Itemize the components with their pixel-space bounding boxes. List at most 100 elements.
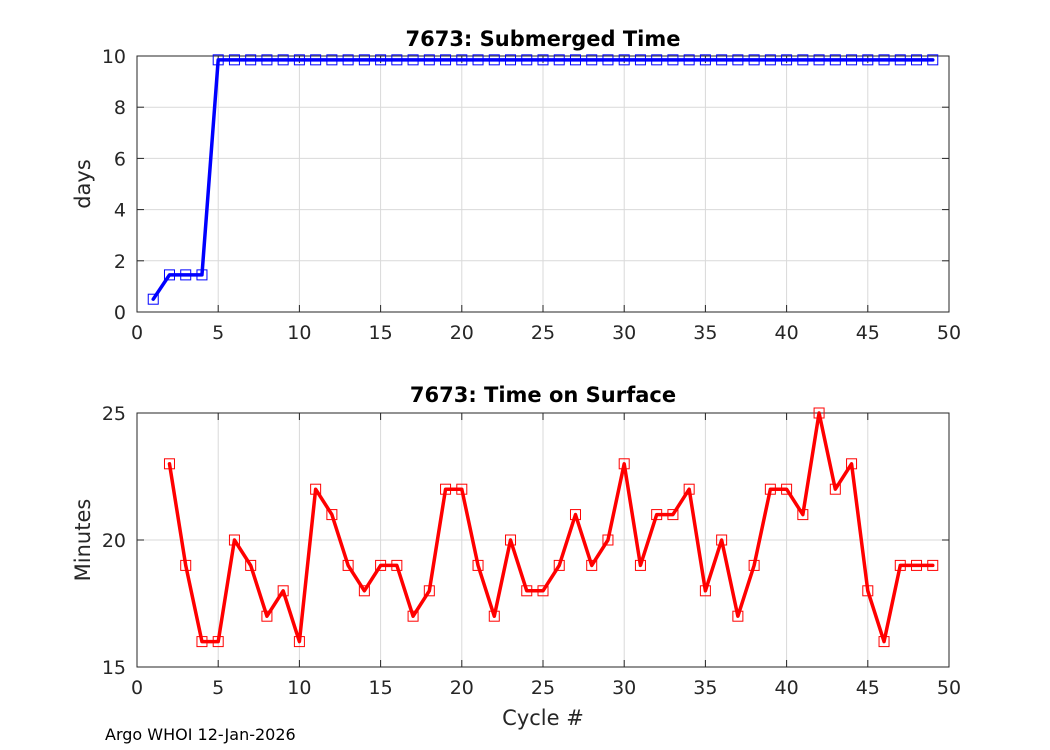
- surface-marker-cycle-5: [212, 636, 224, 648]
- submerged-xtick-label-5: 5: [212, 322, 224, 344]
- surface-xtick-label-20: 20: [450, 677, 474, 699]
- submerged-ytick-label-2: 2: [114, 251, 126, 273]
- surface-marker-cycle-23: [505, 534, 517, 546]
- submerged-marker-cycle-12: [326, 54, 338, 66]
- surface-xtick-label-45: 45: [856, 677, 880, 699]
- surface-marker-cycle-45: [862, 585, 874, 597]
- surface-marker-cycle-13: [342, 559, 354, 571]
- surface-marker-cycle-2: [163, 458, 175, 470]
- surface-marker-cycle-11: [310, 483, 322, 495]
- surface-xtick-label-35: 35: [693, 677, 717, 699]
- surface-ytick-label-15: 15: [102, 657, 126, 679]
- surface-marker-cycle-25: [537, 585, 549, 597]
- submerged-marker-cycle-20: [456, 54, 468, 66]
- submerged-marker-cycle-40: [781, 54, 793, 66]
- submerged-marker-cycle-18: [423, 54, 435, 66]
- surface-time-plot: 0 5 10 15 20 25 30 35 40 45 50 15 20 25 7673: Time on …: [71, 383, 961, 730]
- submerged-xtick-label-50: 50: [937, 322, 961, 344]
- surface-xtick-label-50: 50: [937, 677, 961, 699]
- submerged-marker-cycle-37: [732, 54, 744, 66]
- surface-marker-cycle-24: [521, 585, 533, 597]
- submerged-marker-cycle-9: [277, 54, 289, 66]
- submerged-ytick-label-4: 4: [114, 200, 126, 222]
- surface-chart-title: 7673: Time on Surface: [410, 383, 676, 407]
- submerged-marker-cycle-41: [797, 54, 809, 66]
- submerged-marker-cycle-15: [375, 54, 387, 66]
- surface-marker-cycle-27: [569, 509, 581, 521]
- surface-marker-cycle-18: [423, 585, 435, 597]
- surface-marker-cycle-3: [180, 559, 192, 571]
- submerged-marker-cycle-14: [358, 54, 370, 66]
- submerged-marker-cycle-8: [261, 54, 273, 66]
- submerged-xtick-label-25: 25: [531, 322, 555, 344]
- surface-marker-cycle-26: [553, 559, 565, 571]
- submerged-marker-cycle-13: [342, 54, 354, 66]
- submerged-marker-cycle-36: [716, 54, 728, 66]
- submerged-xtick-label-10: 10: [287, 322, 311, 344]
- surface-ytick-label-20: 20: [102, 530, 126, 552]
- submerged-ytick-label-10: 10: [102, 46, 126, 68]
- submerged-marker-cycle-29: [602, 54, 614, 66]
- submerged-xtick-label-45: 45: [856, 322, 880, 344]
- submerged-ytick-label-0: 0: [114, 302, 126, 324]
- surface-marker-cycle-6: [228, 534, 240, 546]
- submerged-marker-cycle-45: [862, 54, 874, 66]
- surface-marker-cycle-43: [829, 483, 841, 495]
- submerged-y-axis-label: days: [71, 159, 95, 209]
- surface-marker-cycle-22: [488, 610, 500, 622]
- submerged-marker-cycle-34: [683, 54, 695, 66]
- submerged-marker-cycle-47: [894, 54, 906, 66]
- surface-marker-cycle-37: [732, 610, 744, 622]
- submerged-marker-cycle-32: [651, 54, 663, 66]
- submerged-marker-cycle-17: [407, 54, 419, 66]
- submerged-xtick-label-15: 15: [369, 322, 393, 344]
- submerged-marker-cycle-38: [748, 54, 760, 66]
- surface-marker-cycle-31: [634, 559, 646, 571]
- submerged-marker-cycle-24: [521, 54, 533, 66]
- submerged-marker-cycle-26: [553, 54, 565, 66]
- surface-marker-cycle-39: [764, 483, 776, 495]
- submerged-xtick-label-0: 0: [131, 322, 143, 344]
- surface-marker-cycle-17: [407, 610, 419, 622]
- submerged-marker-cycle-3: [180, 269, 192, 281]
- submerged-ytick-label-6: 6: [114, 148, 126, 170]
- surface-marker-cycle-7: [245, 559, 257, 571]
- submerged-marker-cycle-42: [813, 54, 825, 66]
- surface-marker-cycle-46: [878, 636, 890, 648]
- surface-xtick-label-30: 30: [612, 677, 636, 699]
- surface-marker-cycle-8: [261, 610, 273, 622]
- surface-xtick-label-25: 25: [531, 677, 555, 699]
- surface-marker-cycle-16: [391, 559, 403, 571]
- submerged-marker-cycle-39: [764, 54, 776, 66]
- submerged-marker-cycle-48: [911, 54, 923, 66]
- submerged-marker-cycle-22: [488, 54, 500, 66]
- surface-series-line: [167, 411, 935, 644]
- submerged-marker-cycle-16: [391, 54, 403, 66]
- surface-xtick-label-40: 40: [775, 677, 799, 699]
- surface-xtick-label-0: 0: [131, 677, 143, 699]
- surface-marker-cycle-41: [797, 509, 809, 521]
- surface-marker-cycle-14: [358, 585, 370, 597]
- submerged-series-line: [151, 58, 935, 301]
- submerged-marker-cycle-44: [846, 54, 858, 66]
- submerged-marker-cycle-49: [927, 54, 939, 66]
- surface-ytick-label-25: 25: [102, 403, 126, 425]
- submerged-marker-cycle-31: [634, 54, 646, 66]
- surface-marker-cycle-49: [927, 559, 939, 571]
- surface-marker-cycle-44: [846, 458, 858, 470]
- surface-x-axis-label: Cycle #: [502, 706, 584, 730]
- surface-marker-cycle-19: [440, 483, 452, 495]
- submerged-marker-cycle-25: [537, 54, 549, 66]
- submerged-marker-cycle-1: [147, 293, 159, 305]
- surface-marker-cycle-33: [667, 509, 679, 521]
- surface-marker-cycle-32: [651, 509, 663, 521]
- submerged-marker-cycle-19: [440, 54, 452, 66]
- submerged-time-plot: 0 5 10 15 20 25 30 35 40 45 50 0 2 4 6 8 10 7673: Submerg…: [71, 27, 961, 344]
- surface-xtick-label-15: 15: [369, 677, 393, 699]
- submerged-marker-cycle-2: [163, 269, 175, 281]
- submerged-marker-cycle-6: [228, 54, 240, 66]
- submerged-marker-cycle-35: [699, 54, 711, 66]
- surface-marker-cycle-9: [277, 585, 289, 597]
- surface-marker-cycle-15: [375, 559, 387, 571]
